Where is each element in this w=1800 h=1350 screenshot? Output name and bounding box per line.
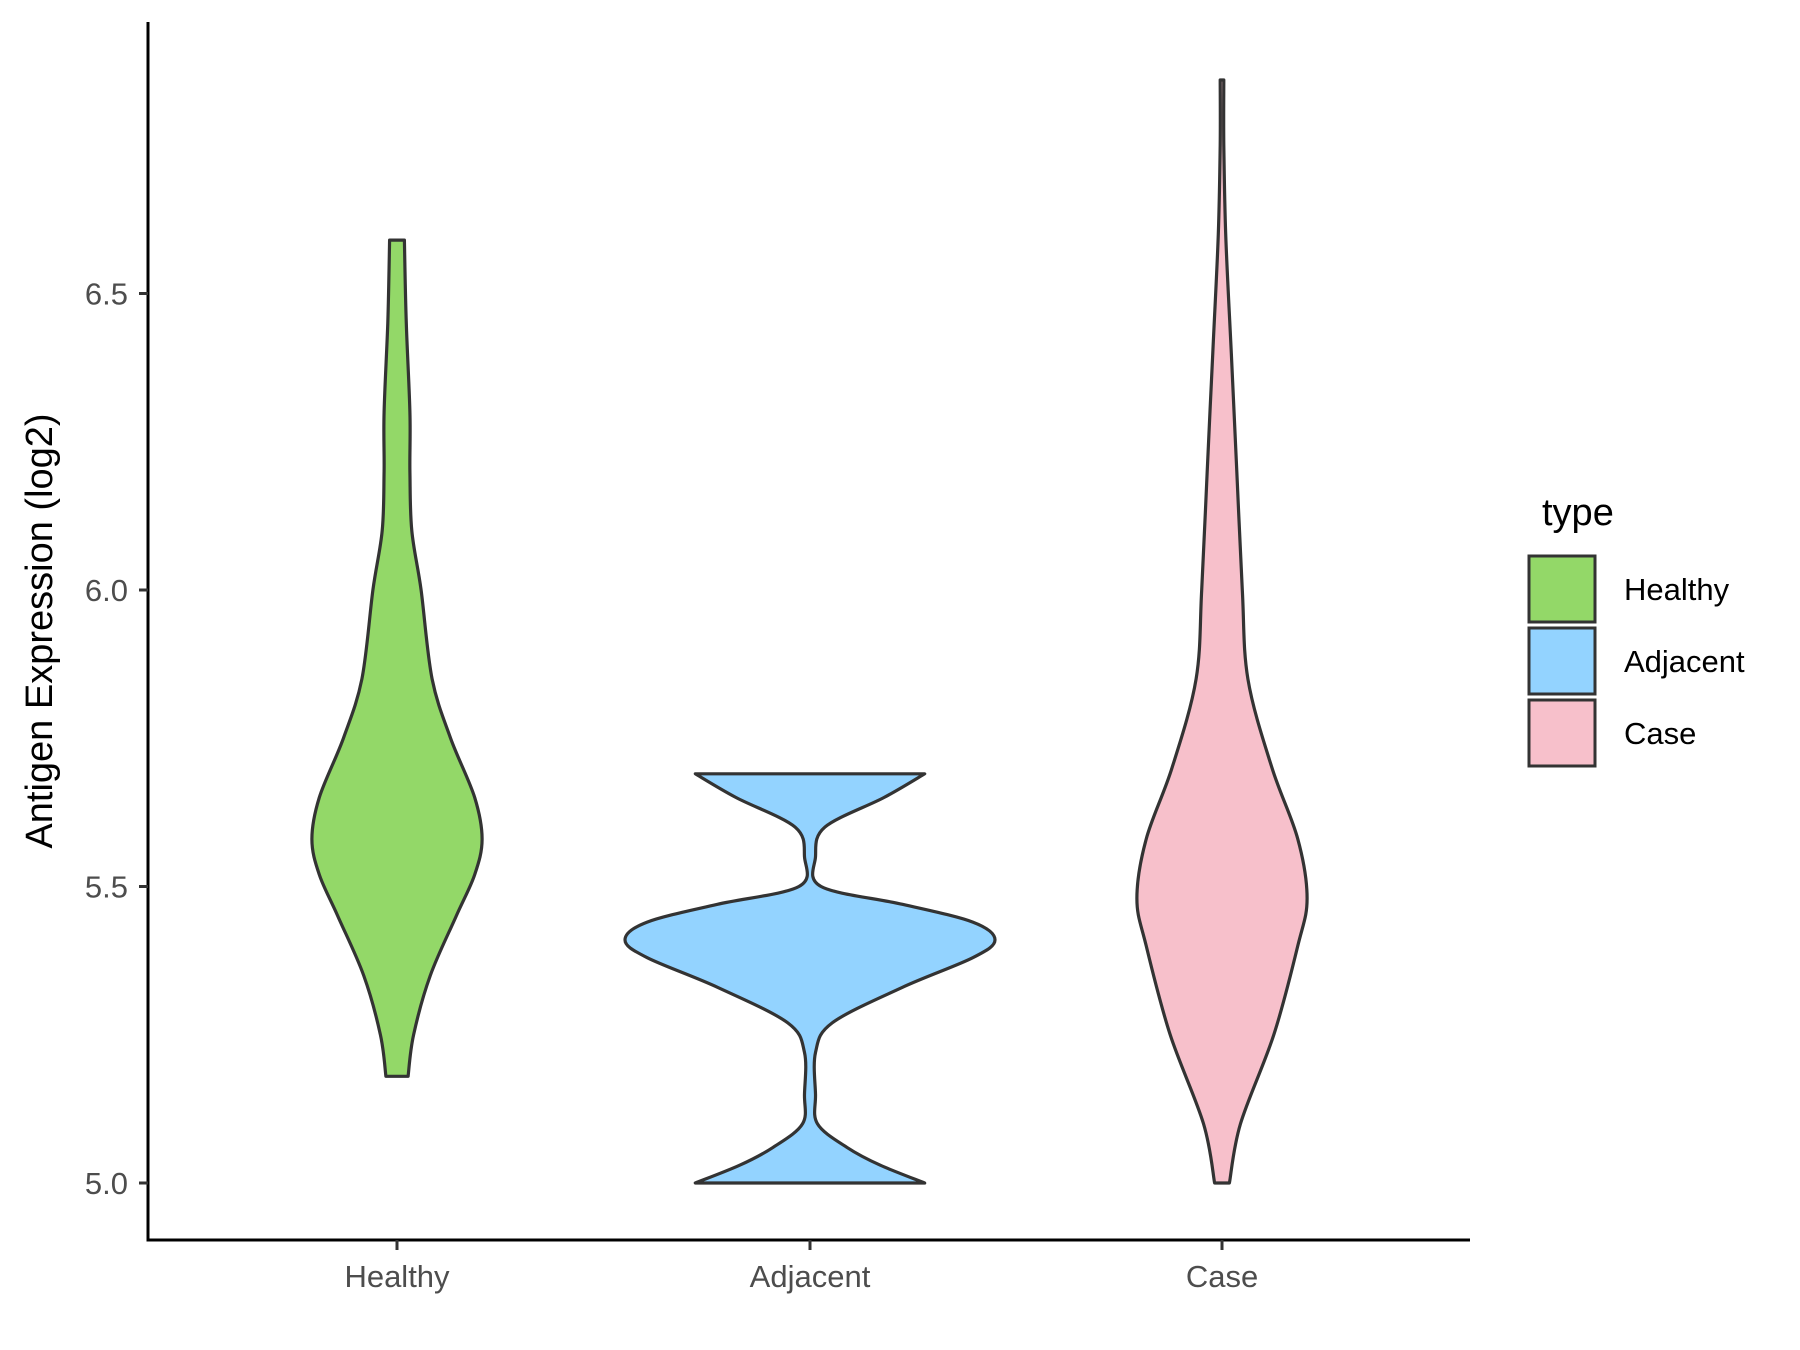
legend-label: Case: [1624, 716, 1696, 751]
legend-label: Adjacent: [1624, 644, 1745, 679]
x-tick-label: Adjacent: [750, 1259, 871, 1294]
y-axis-title: Antigen Expression (log2): [19, 413, 61, 848]
y-tick-label: 6.0: [85, 573, 128, 608]
legend-title: type: [1542, 492, 1614, 534]
axes: [146, 22, 1470, 1242]
violin-layer: [310, 78, 1309, 1185]
x-tick-label: Case: [1186, 1259, 1258, 1294]
y-tick-label: 5.0: [85, 1166, 128, 1201]
y-ticks: 5.0 5.5 6.0 6.5: [85, 277, 148, 1201]
violin-healthy: [310, 238, 484, 1078]
x-ticks: Healthy Adjacent Case: [344, 1240, 1258, 1294]
legend-key-healthy: [1527, 554, 1597, 624]
x-tick-label: Healthy: [344, 1259, 450, 1294]
violin-case: [1135, 78, 1309, 1185]
legend-key-adjacent: [1527, 626, 1597, 696]
legend: type Healthy Adjacent Case: [1527, 492, 1745, 768]
legend-label: Healthy: [1624, 572, 1730, 607]
y-tick-label: 5.5: [85, 870, 128, 905]
legend-key-case: [1527, 698, 1597, 768]
violin-adjacent: [623, 772, 997, 1185]
y-tick-label: 6.5: [85, 277, 128, 312]
